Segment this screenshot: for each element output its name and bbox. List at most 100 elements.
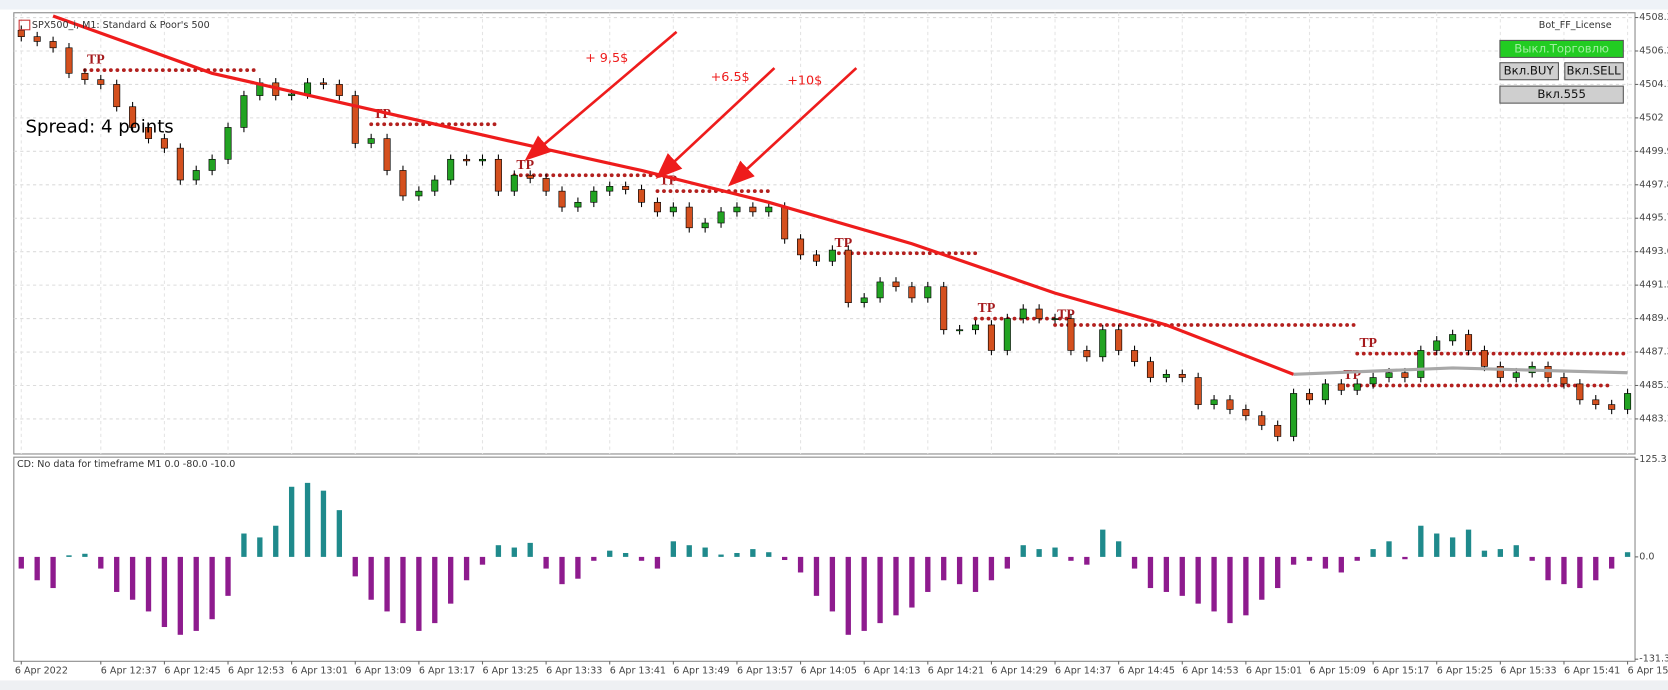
histogram-bar <box>416 556 422 631</box>
moving-average <box>52 14 1295 376</box>
histogram-bar <box>559 556 565 585</box>
annotation-arrow <box>727 67 858 187</box>
candle-body <box>447 158 455 181</box>
histogram-bar <box>797 556 804 573</box>
histogram-bar <box>527 542 533 557</box>
x-tick-label: 6 Apr 14:29 <box>991 665 1047 676</box>
buy-button[interactable]: Вкл.BUY <box>1499 62 1559 81</box>
histogram-bar <box>1179 556 1185 596</box>
x-tick-label: 6 Apr 14:53 <box>1182 665 1238 676</box>
histogram-bar <box>925 556 931 592</box>
candle-body <box>494 158 502 192</box>
y-tick-label: 4504.1 <box>1639 79 1668 90</box>
candle-body <box>129 106 137 128</box>
histogram-bar <box>400 556 406 624</box>
y-tick-label: 4508.3 <box>1639 12 1668 23</box>
histogram-bar <box>336 510 343 557</box>
histogram-bar <box>352 556 358 577</box>
tp-label: TP <box>835 235 853 250</box>
histogram-bar <box>607 550 613 557</box>
candle-body <box>1337 383 1345 391</box>
histogram-bar <box>829 556 836 612</box>
price-panel <box>13 12 1636 455</box>
candle-body <box>1353 383 1361 391</box>
histogram-bar <box>1481 550 1488 557</box>
candle-body <box>892 281 900 288</box>
candle-body <box>876 281 884 299</box>
y-tick-label: 4491.5 <box>1639 280 1668 291</box>
x-tick-label: 6 Apr 13:17 <box>419 665 475 676</box>
y-tick-label: 4502 <box>1639 112 1663 123</box>
histogram-bar <box>98 556 104 569</box>
candle-body <box>1099 329 1107 358</box>
candle-body <box>1480 350 1488 367</box>
histogram-bar <box>543 556 549 569</box>
x-tick-label: 6 Apr 15:17 <box>1373 665 1429 676</box>
candle-body <box>1305 393 1314 401</box>
histogram-bar <box>114 556 120 592</box>
x-tick-label: 6 Apr 13:01 <box>292 665 348 676</box>
candle-body <box>1226 399 1234 410</box>
stop-trading-button[interactable]: Выкл.Торговлю <box>1499 39 1624 58</box>
sell-button[interactable]: Вкл.SELL <box>1564 62 1624 81</box>
histogram-bar <box>622 552 629 557</box>
y-tick-label: 4487.3 <box>1639 347 1668 358</box>
histogram-bar <box>1211 556 1217 612</box>
histogram-bar <box>670 541 676 557</box>
histogram-bar <box>877 556 883 624</box>
candle-body <box>335 84 343 96</box>
candle-body <box>1210 399 1218 405</box>
candle-body <box>431 179 439 192</box>
histogram-bar <box>638 556 645 561</box>
candle-body <box>972 324 980 331</box>
histogram-bar <box>1561 556 1567 585</box>
x-tick-label: 6 Apr 12:37 <box>101 665 157 676</box>
histogram-bar <box>1370 549 1376 557</box>
candle-body <box>685 206 693 229</box>
candle-body <box>144 127 153 139</box>
x-tick-label: 6 Apr 15:01 <box>1246 665 1302 676</box>
candle-body <box>463 158 471 162</box>
annotation: +6.5$ <box>711 70 750 85</box>
histogram-bar <box>177 556 183 635</box>
candle-body <box>844 249 852 303</box>
tp-label: TP <box>516 157 534 172</box>
candle-body <box>1608 404 1616 410</box>
y-tick-label: 4489.4 <box>1639 313 1668 324</box>
candle-body <box>1465 334 1473 351</box>
histogram-bar <box>511 547 517 557</box>
candle-body <box>812 254 820 262</box>
555-button[interactable]: Вкл.555 <box>1499 85 1624 104</box>
candle-body <box>176 147 184 181</box>
histogram-bar <box>1449 537 1456 557</box>
histogram-bar <box>50 556 56 589</box>
annotation: + 9,5$ <box>585 51 628 66</box>
histogram-bar <box>1545 556 1551 581</box>
candle-body <box>160 138 168 149</box>
candle-body <box>956 329 964 332</box>
x-tick-label: 6 Apr 13:09 <box>355 665 411 676</box>
candle-body <box>733 206 741 213</box>
candle-body <box>81 72 89 80</box>
button-label: Вкл.BUY <box>1504 64 1555 78</box>
candle-body <box>1083 350 1091 358</box>
annotation-arrow <box>524 30 678 161</box>
candle-body <box>97 79 105 85</box>
button-label: Выкл.Торговлю <box>1514 41 1609 55</box>
histogram-bar <box>686 545 692 557</box>
candle-body <box>1019 308 1027 319</box>
annotation: +10$ <box>787 73 822 88</box>
candle-body <box>653 201 661 213</box>
candle-body <box>1321 383 1329 401</box>
tp-label: TP <box>87 52 105 67</box>
candle-body <box>797 238 805 256</box>
candle-body <box>478 158 487 162</box>
candle-body <box>717 211 725 224</box>
x-tick-label: 6 Apr 13:33 <box>546 665 602 676</box>
histogram-bar <box>241 533 247 557</box>
candle-body <box>1624 393 1632 410</box>
histogram-bar <box>893 556 899 616</box>
histogram-bar <box>1513 545 1519 557</box>
histogram-bar <box>129 556 136 600</box>
x-tick-label: 6 Apr 15:25 <box>1437 665 1493 676</box>
